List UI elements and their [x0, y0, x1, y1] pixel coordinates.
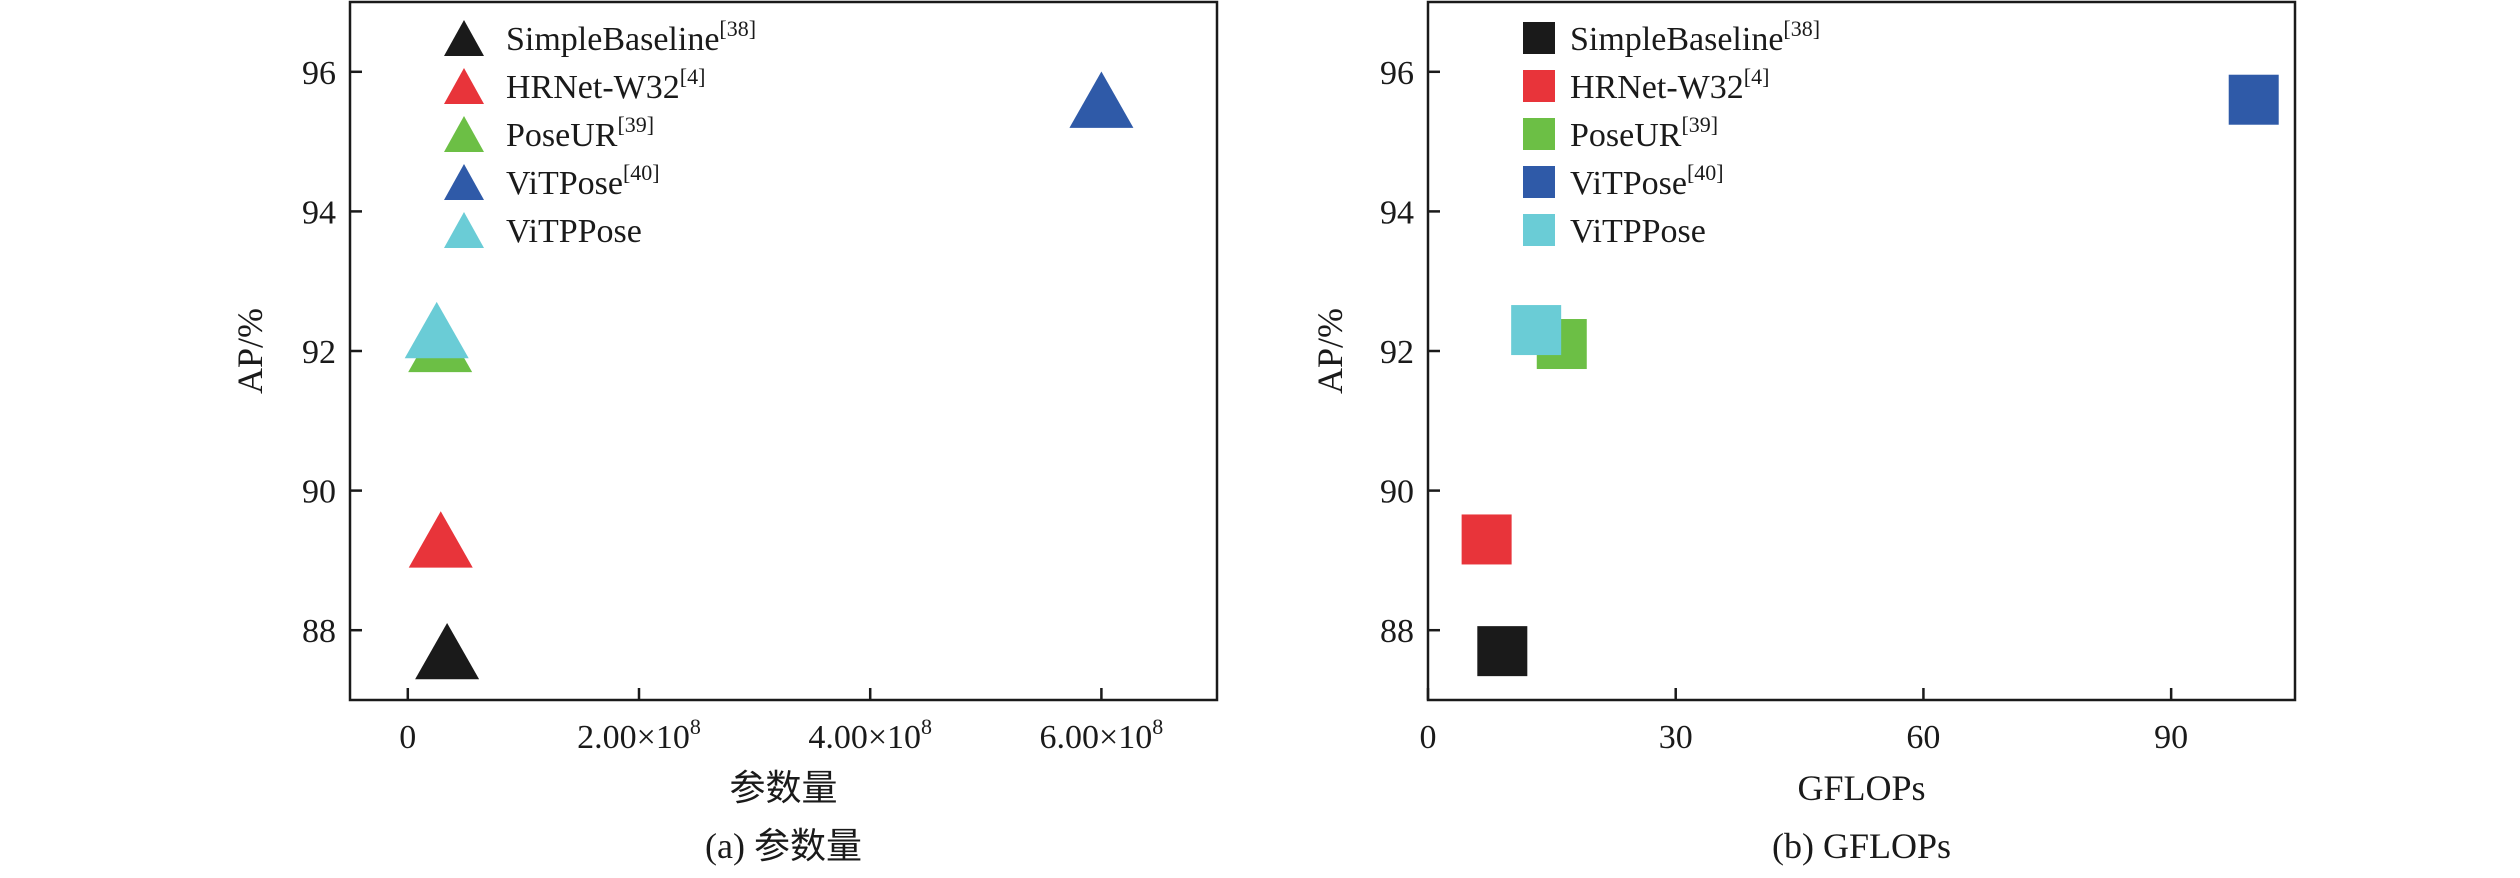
- y-tick-label: 96: [302, 55, 336, 92]
- legend-label: ViTPPose: [1570, 213, 1706, 250]
- y-tick-label: 92: [1380, 334, 1414, 371]
- legend-label: PoseUR[39]: [506, 112, 654, 154]
- chart-panel-2: 0 30 60 90 88 90 92 94 96 AP/% GFLOPs (b) GFLOPs Sim…: [1310, 0, 2297, 866]
- y-tick-label: 88: [1380, 613, 1414, 650]
- legend-item: SimpleBaseline[38]: [1523, 16, 1820, 58]
- x-axis-label: 参数量: [729, 768, 837, 808]
- legend-item: HRNet-W32[4]: [1523, 64, 1769, 106]
- legend-marker: [1523, 166, 1555, 198]
- y-tick-label: 88: [302, 613, 336, 650]
- legend-label: ViTPPose: [506, 213, 642, 250]
- chart-panel-1: 0 2.00×108 4.00×108 6.00×108 88 90 92 94 96 AP/% 参…: [230, 0, 1219, 866]
- data-point: [1511, 305, 1562, 356]
- y-tick-label: 94: [1380, 194, 1414, 231]
- legend-marker: [444, 164, 484, 200]
- data-point: [1069, 71, 1134, 128]
- legend-item: PoseUR[39]: [1523, 112, 1718, 154]
- legend-label: HRNet-W32[4]: [1570, 64, 1769, 106]
- legend-marker: [444, 20, 484, 56]
- legend-item: ViTPose[40]: [1523, 160, 1724, 202]
- x-tick-label: 6.00×108: [1040, 714, 1164, 756]
- legend-label: SimpleBaseline[38]: [506, 16, 756, 58]
- legend-marker: [1523, 214, 1555, 246]
- data-point: [415, 622, 480, 680]
- x-tick-label: 60: [1906, 719, 1940, 756]
- data-point: [2228, 74, 2279, 125]
- legend-marker: [444, 68, 484, 104]
- legend-label: ViTPose[40]: [506, 160, 660, 202]
- x-tick-label: 0: [1420, 719, 1437, 756]
- legend-label: SimpleBaseline[38]: [1570, 16, 1820, 58]
- chart-caption: (a) 参数量: [705, 826, 862, 866]
- legend-label: PoseUR[39]: [1570, 112, 1718, 154]
- legend-item: ViTPPose: [444, 212, 642, 250]
- legend-marker: [444, 212, 484, 248]
- x-tick-label: 30: [1659, 719, 1693, 756]
- x-tick-label: 0: [399, 719, 416, 756]
- legend-item: ViTPose[40]: [444, 160, 660, 202]
- legend-item: ViTPPose: [1523, 213, 1706, 250]
- y-tick-label: 94: [302, 194, 336, 231]
- y-axis-label: AP/%: [230, 308, 270, 394]
- legend-marker: [444, 116, 484, 152]
- legend-label: ViTPose[40]: [1570, 160, 1724, 202]
- y-tick-label: 90: [302, 474, 336, 511]
- legend-item: PoseUR[39]: [444, 112, 654, 154]
- x-axis-label: GFLOPs: [1797, 768, 1925, 808]
- legend-marker: [1523, 70, 1555, 102]
- legend-item: HRNet-W32[4]: [444, 64, 705, 106]
- legend-item: SimpleBaseline[38]: [444, 16, 756, 58]
- data-point: [404, 301, 469, 359]
- y-axis-label: AP/%: [1310, 308, 1350, 394]
- data-point: [1477, 626, 1528, 677]
- legend-marker: [1523, 118, 1555, 150]
- chart-caption: (b) GFLOPs: [1772, 826, 1951, 866]
- x-tick-label: 90: [2154, 719, 2188, 756]
- data-point: [1461, 514, 1512, 565]
- data-point: [408, 511, 473, 568]
- y-tick-label: 96: [1380, 55, 1414, 92]
- y-tick-label: 92: [302, 334, 336, 371]
- y-tick-label: 90: [1380, 474, 1414, 511]
- legend-label: HRNet-W32[4]: [506, 64, 705, 106]
- x-tick-label: 2.00×108: [577, 714, 701, 756]
- x-tick-label: 4.00×108: [808, 714, 932, 756]
- legend-marker: [1523, 22, 1555, 54]
